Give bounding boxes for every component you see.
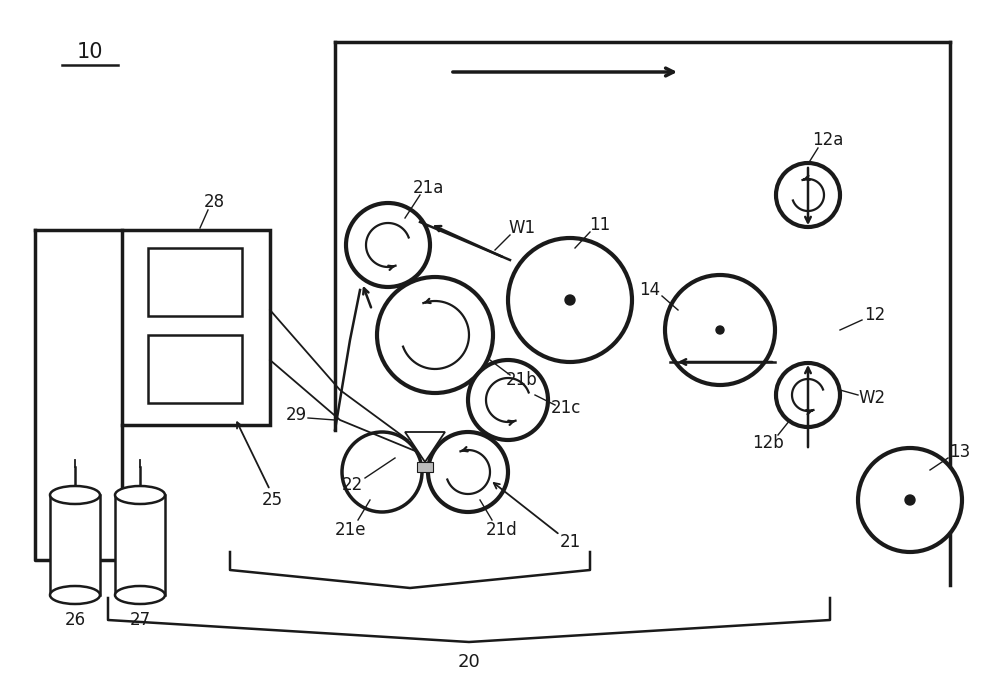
Text: 21a: 21a <box>412 179 444 197</box>
Circle shape <box>716 326 724 334</box>
Bar <box>148 248 242 316</box>
Circle shape <box>665 275 775 385</box>
Text: 11: 11 <box>589 216 611 234</box>
Polygon shape <box>405 432 445 462</box>
Circle shape <box>377 277 493 393</box>
Circle shape <box>858 448 962 552</box>
Circle shape <box>468 360 548 440</box>
Bar <box>50 495 100 595</box>
Ellipse shape <box>50 486 100 504</box>
Text: W2: W2 <box>858 389 886 407</box>
Bar <box>417 462 433 472</box>
Text: 21d: 21d <box>486 521 518 539</box>
Text: W1: W1 <box>508 219 536 237</box>
Bar <box>122 230 270 425</box>
Ellipse shape <box>115 486 165 504</box>
Text: 12a: 12a <box>812 131 844 149</box>
Circle shape <box>565 295 575 305</box>
Bar <box>148 335 242 403</box>
Text: 12: 12 <box>864 306 886 324</box>
Circle shape <box>905 495 915 505</box>
Bar <box>115 495 165 595</box>
Text: 13: 13 <box>949 443 971 461</box>
Text: 10: 10 <box>77 42 103 62</box>
Text: 14: 14 <box>639 281 661 299</box>
Text: 21c: 21c <box>551 399 581 417</box>
Text: 29: 29 <box>285 406 307 424</box>
Text: 25: 25 <box>261 491 283 509</box>
Text: 22: 22 <box>341 476 363 494</box>
Circle shape <box>346 203 430 287</box>
Text: 28: 28 <box>203 193 225 211</box>
Ellipse shape <box>115 586 165 604</box>
Circle shape <box>428 432 508 512</box>
Text: 12b: 12b <box>752 434 784 452</box>
Circle shape <box>776 363 840 427</box>
Circle shape <box>342 432 422 512</box>
Text: 26: 26 <box>64 611 86 629</box>
Text: 20: 20 <box>458 653 480 671</box>
Circle shape <box>508 238 632 362</box>
Ellipse shape <box>50 586 100 604</box>
Text: 21: 21 <box>559 533 581 551</box>
Circle shape <box>776 163 840 227</box>
Text: 27: 27 <box>129 611 151 629</box>
Text: 21b: 21b <box>506 371 538 389</box>
Text: 21e: 21e <box>334 521 366 539</box>
